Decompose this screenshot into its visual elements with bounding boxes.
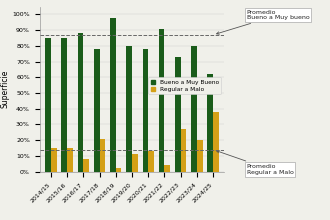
- Bar: [148, 151, 154, 172]
- Bar: [213, 112, 219, 172]
- Bar: [191, 46, 197, 172]
- Bar: [207, 74, 213, 172]
- Bar: [143, 49, 148, 172]
- Bar: [126, 46, 132, 172]
- Bar: [132, 154, 138, 172]
- Bar: [116, 169, 121, 172]
- Legend: Bueno a Muy Bueno, Regular a Malo: Bueno a Muy Bueno, Regular a Malo: [148, 77, 221, 94]
- Bar: [45, 38, 51, 172]
- Bar: [159, 29, 164, 172]
- Text: Promedio
Regular a Malo: Promedio Regular a Malo: [216, 150, 293, 175]
- Bar: [175, 57, 181, 172]
- Bar: [61, 38, 67, 172]
- Bar: [197, 140, 203, 172]
- Bar: [51, 148, 57, 172]
- Bar: [78, 33, 83, 172]
- Bar: [83, 159, 89, 172]
- Bar: [164, 165, 170, 172]
- Bar: [94, 49, 100, 172]
- Y-axis label: Superficie: Superficie: [0, 70, 10, 108]
- Text: Promedio
Bueno a Muy bueno: Promedio Bueno a Muy bueno: [216, 10, 309, 34]
- Bar: [181, 129, 186, 172]
- Bar: [110, 18, 116, 172]
- Bar: [100, 139, 105, 172]
- Bar: [67, 148, 73, 172]
